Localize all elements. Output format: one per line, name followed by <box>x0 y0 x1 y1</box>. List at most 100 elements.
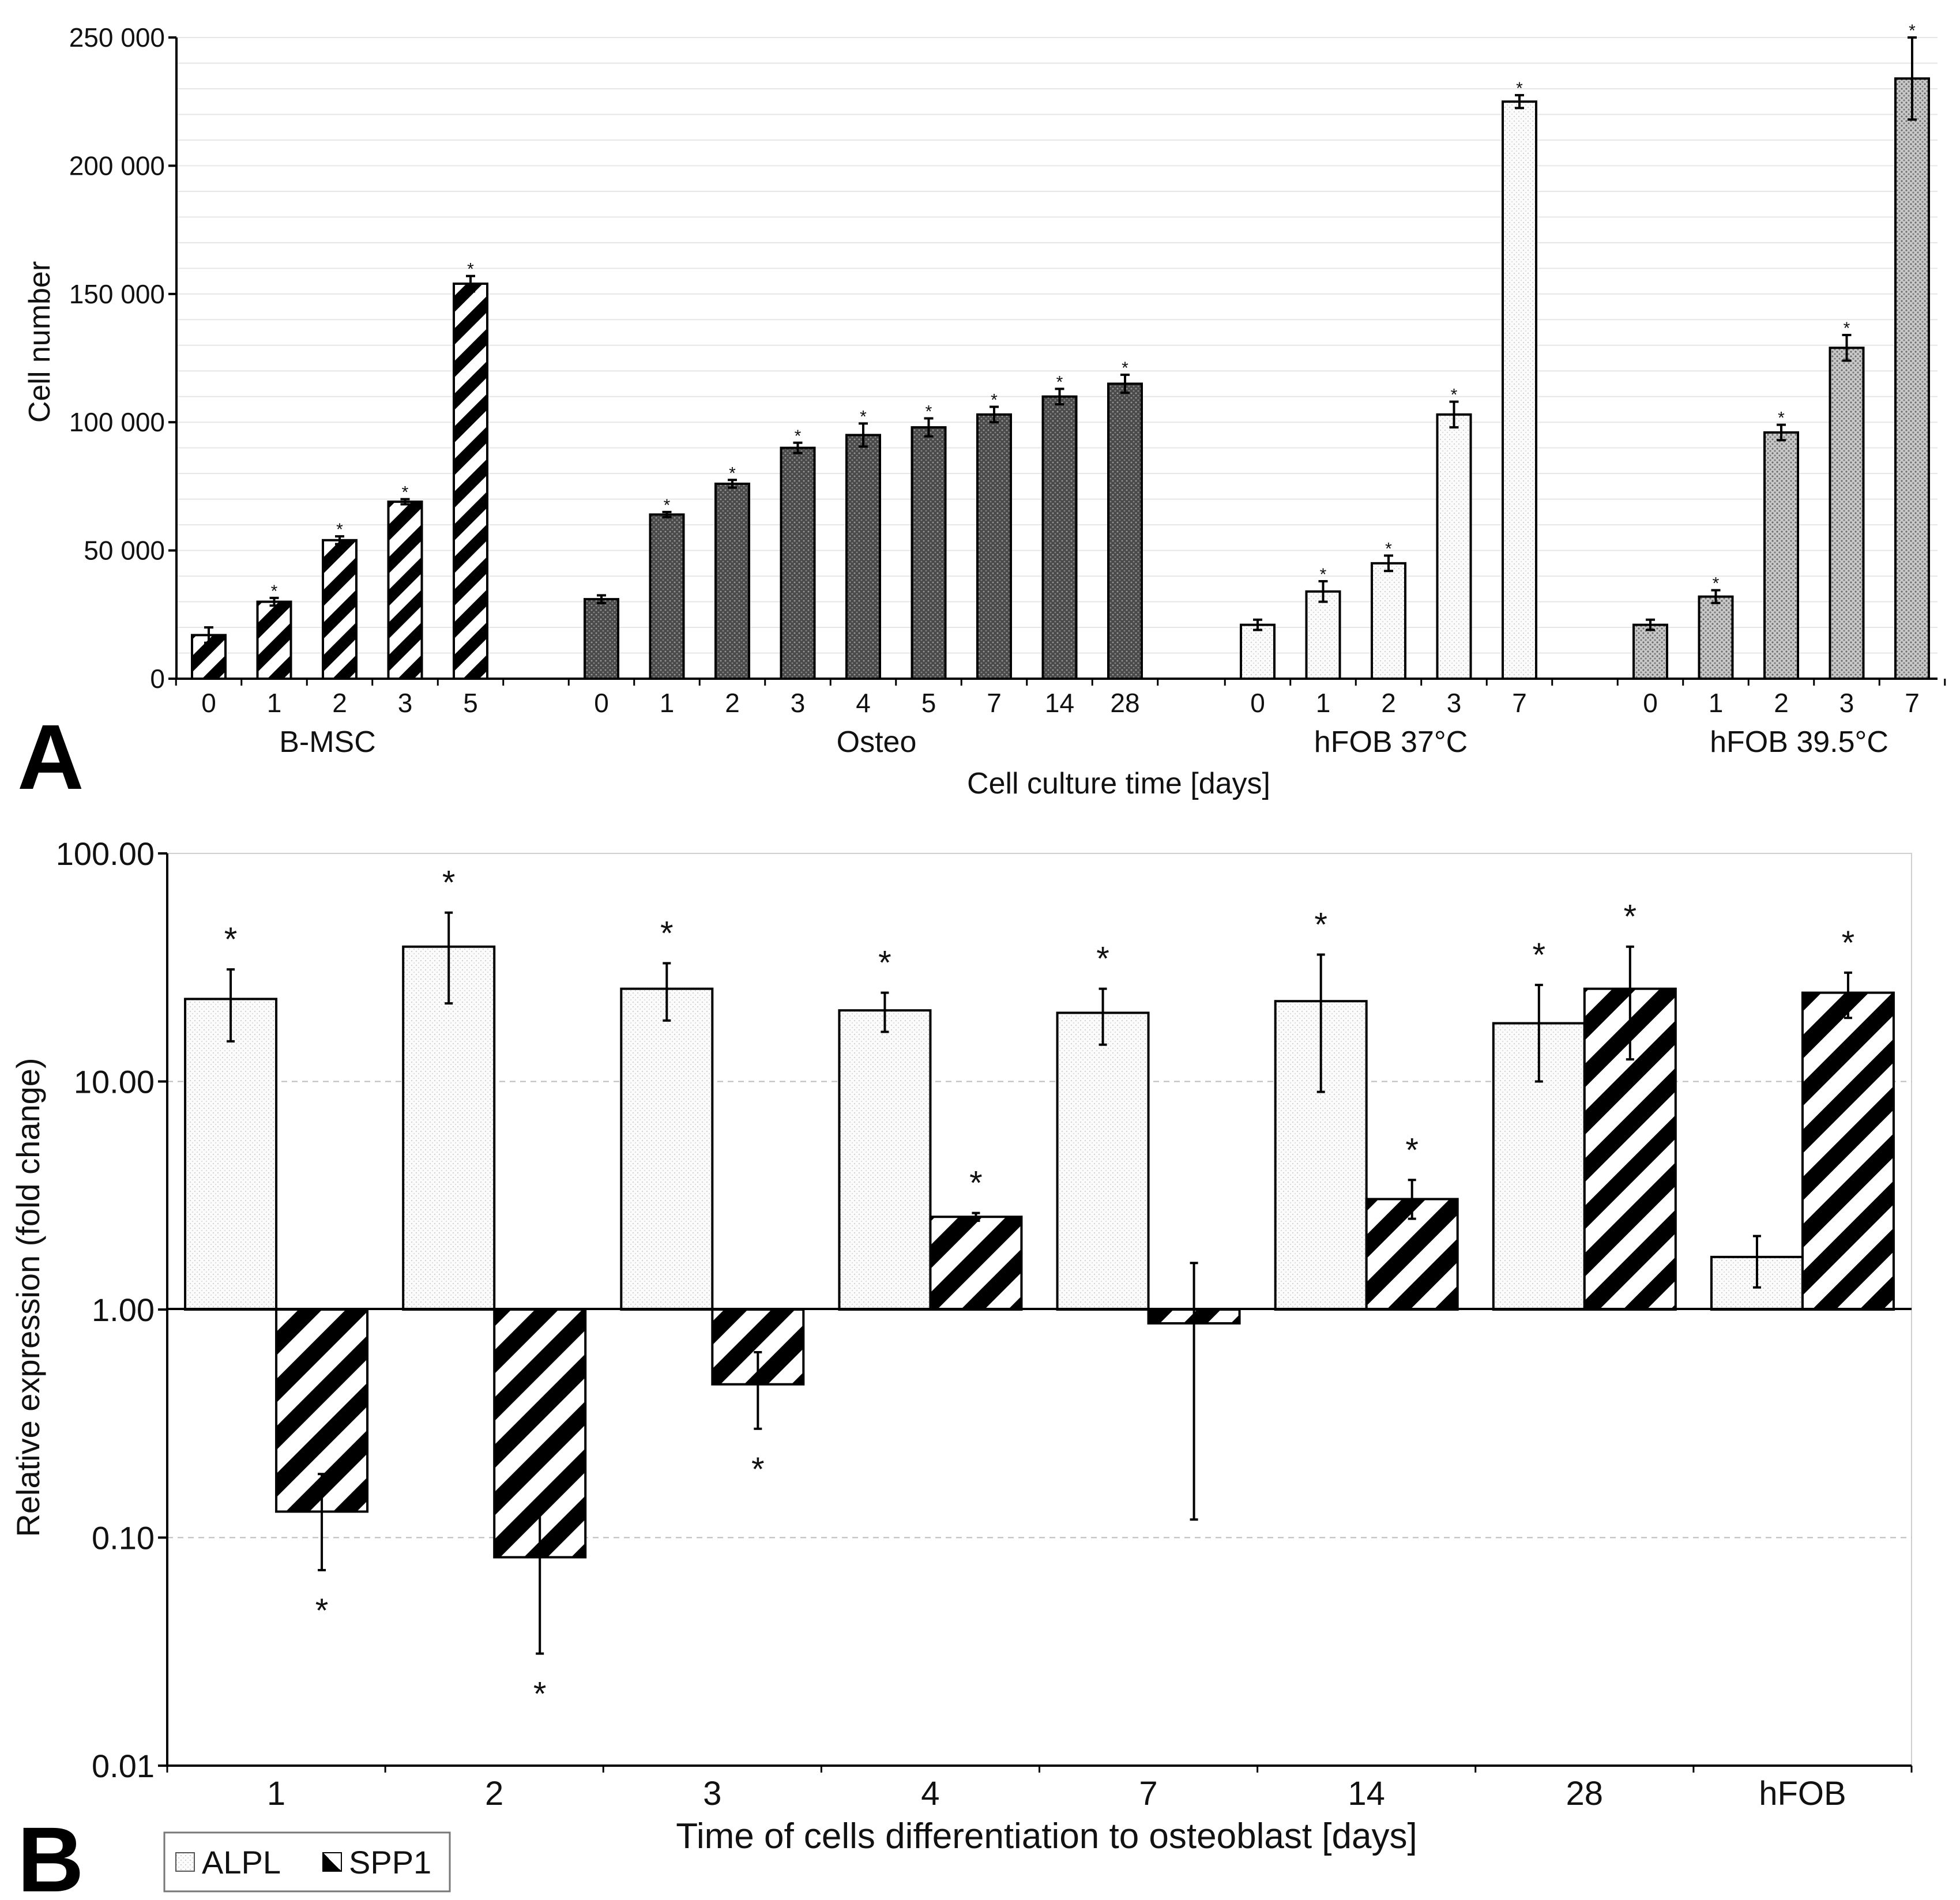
panel-a-significance-marker: * <box>1909 21 1916 40</box>
legend: ALPL SPP1 <box>163 1831 451 1893</box>
panel-a-significance-marker: * <box>926 402 932 422</box>
panel-a-group-label: Osteo <box>837 725 917 759</box>
panel-a-x-tick-label: 0 <box>1643 688 1658 718</box>
legend-label-spp1: SPP1 <box>349 1844 431 1880</box>
panel-a-significance-marker: * <box>1385 539 1392 558</box>
panel-b-category: * * 1 <box>184 921 369 1812</box>
panel-a-x-tick-label: 1 <box>1316 688 1331 718</box>
panel-a-bars: 0 * 1 * 2 * 3 * 5 B-MSC 0 * 1 * 2 * 3 * 4 * 5 * 7 * 14 * 28 Osteo 0 *… <box>175 21 1946 759</box>
panel-b-bar <box>620 987 714 1311</box>
panel-a-bar <box>1502 100 1537 680</box>
panel-b-x-tick-label: 7 <box>1139 1775 1157 1812</box>
panel-a-significance-marker: * <box>860 407 867 426</box>
panel-a-significance-marker: * <box>1320 565 1327 584</box>
panel-a-significance-marker: * <box>1778 409 1785 428</box>
panel-a-x-tick-label: 7 <box>1905 688 1920 718</box>
panel-b-category: * * 3 <box>620 915 805 1812</box>
panel-b-significance-marker: * <box>1096 940 1109 978</box>
panel-a-bar <box>1305 590 1341 680</box>
panel-b-x-axis-label: Time of cells differentiation to osteobl… <box>676 1816 1417 1856</box>
panel-a-x-tick-label: 2 <box>1774 688 1789 718</box>
panel-a-bar <box>1240 623 1276 680</box>
panel-a-significance-marker: * <box>729 464 736 483</box>
legend-label-alpl: ALPL <box>202 1844 281 1880</box>
panel-a-y-tick-label: 250 000 <box>69 22 165 52</box>
panel-b-significance-marker: * <box>533 1676 547 1713</box>
panel-a: 0 50 000 100 000 150 000 200 000 250 000 0 * 1 *… <box>17 21 1946 808</box>
panel-a-group: 0 * 1 * 2 * 3 * 4 * 5 * 7 * 14 * 28 Osteo <box>567 359 1159 759</box>
panel-b-significance-marker: * <box>1314 906 1327 943</box>
panel-a-group: 0 * 1 * 2 * 3 * 5 B-MSC <box>175 260 505 759</box>
panel-a-x-tick-label: 1 <box>267 688 282 718</box>
panel-a-group: 0 * 1 * 2 * 3 * 7 hFOB 37°C <box>1224 79 1553 759</box>
panel-b-significance-marker: * <box>969 1165 983 1202</box>
panel-a-bar <box>976 413 1012 680</box>
panel-b-x-tick-label: 2 <box>485 1775 503 1812</box>
panel-a-bar <box>1763 431 1799 680</box>
panel-a-x-tick-label: 1 <box>1709 688 1724 718</box>
panel-a-bar <box>714 482 750 680</box>
panel-b-y-tick-label: 10.00 <box>74 1064 155 1100</box>
panel-a-bar <box>1041 395 1078 680</box>
panel-a-significance-marker: * <box>1056 373 1063 392</box>
panel-a-significance-marker: * <box>467 260 474 279</box>
panel-b-bar <box>929 1216 1023 1311</box>
panel-a-y-tick-label: 50 000 <box>84 536 165 566</box>
panel-a-group-label: B-MSC <box>279 725 376 759</box>
panel-b-y-tick-label: 1.00 <box>92 1292 155 1328</box>
panel-b-category: * * 2 <box>402 864 587 1812</box>
panel-a-bar <box>911 426 947 680</box>
panel-a-significance-marker: * <box>991 391 998 410</box>
panel-a-group-label: hFOB 37°C <box>1314 725 1468 759</box>
panel-a-bar <box>1436 413 1472 680</box>
panel-a-bar <box>1371 562 1406 680</box>
panel-b-significance-marker: * <box>315 1592 329 1630</box>
panel-a-x-tick-label: 7 <box>1512 688 1527 718</box>
panel-a-x-tick-label: 2 <box>725 688 740 718</box>
panel-b-category: *7 <box>1056 940 1241 1812</box>
panel-b-y-tick-label: 0.10 <box>92 1520 155 1556</box>
panel-a-x-tick-label: 2 <box>1381 688 1396 718</box>
panel-a-x-tick-label: 3 <box>1447 688 1462 718</box>
panel-b-significance-marker: * <box>1624 898 1637 936</box>
panel-a-x-tick-label: 3 <box>1839 688 1854 718</box>
panel-b-x-tick-label: 14 <box>1348 1775 1385 1812</box>
panel-a-bar <box>453 283 488 680</box>
panel-a-x-tick-label: 5 <box>463 688 478 718</box>
panel-b-bar <box>1056 1011 1150 1311</box>
panel-a-significance-marker: * <box>1122 359 1128 378</box>
panel-a-significance-marker: * <box>1451 386 1458 405</box>
panel-a-significance-marker: * <box>1844 319 1850 338</box>
panel-a-significance-marker: * <box>402 483 409 502</box>
panel-a-bar <box>1894 77 1930 680</box>
panel-a-bar <box>780 446 816 680</box>
panel-b-y-ticks: 0.01 0.10 1.00 10.00 100.00 <box>56 836 167 1784</box>
panel-a-bar <box>387 501 423 680</box>
panel-a-significance-marker: * <box>336 520 343 539</box>
panel-b-category: * * 28 <box>1492 898 1677 1812</box>
panel-a-significance-marker: * <box>271 582 278 601</box>
panel-b-x-tick-label: 1 <box>267 1775 285 1812</box>
panel-b-significance-marker: * <box>1533 936 1546 974</box>
panel-a-bar <box>191 634 227 680</box>
panel-a-significance-marker: * <box>1516 79 1523 98</box>
panel-b-x-tick-label: hFOB <box>1759 1775 1846 1812</box>
panel-b-x-tick-label: 4 <box>921 1775 939 1812</box>
panel-b-significance-marker: * <box>224 921 238 958</box>
panel-a-bar <box>1829 347 1865 680</box>
panel-a-x-tick-label: 5 <box>921 688 936 718</box>
panel-a-x-tick-label: 28 <box>1110 688 1139 718</box>
panel-b-category: * * 4 <box>838 945 1023 1812</box>
panel-b-x-tick-label: 28 <box>1566 1775 1604 1812</box>
panel-a-y-tick-label: 0 <box>150 664 165 694</box>
panel-a-group-label: hFOB 39.5°C <box>1710 725 1888 759</box>
panel-b-significance-marker: * <box>442 864 456 902</box>
panel-a-x-tick-label: 3 <box>791 688 806 718</box>
panel-a-y-ticks: 0 50 000 100 000 150 000 200 000 250 000 <box>69 22 176 694</box>
panel-a-bar <box>322 539 358 680</box>
panel-b-y-axis-label: Relative expression (fold change) <box>10 1058 46 1537</box>
panel-b-category: * hFOB <box>1710 924 1895 1812</box>
panel-a-group: 0 * 1 * 2 * 3 * 7 hFOB 39.5°C <box>1616 21 1946 759</box>
